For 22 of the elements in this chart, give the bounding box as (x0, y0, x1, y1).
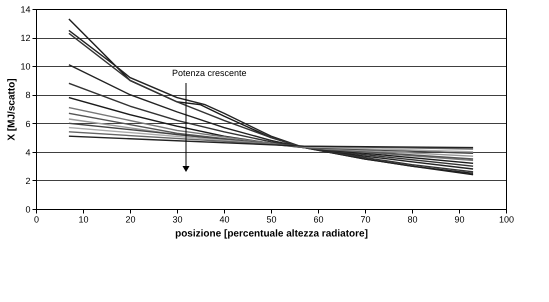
x-tick-label: 70 (360, 214, 371, 224)
y-tick-label: 6 (25, 118, 30, 129)
x-tick-label: 40 (219, 214, 230, 224)
x-tick-label: 0 (34, 214, 40, 224)
y-axis-title: X [MJ/scatto] (6, 78, 18, 141)
y-tick-label: 8 (25, 90, 30, 100)
x-tick-label: 90 (454, 214, 465, 224)
x-tick-label: 80 (407, 214, 418, 224)
y-tick-label: 0 (25, 204, 30, 214)
y-tick-label: 10 (20, 62, 30, 72)
annotation: Potenza crescente (172, 68, 247, 78)
y-tick-label: 14 (20, 4, 30, 14)
x-tick-label: 60 (313, 214, 324, 224)
y-tick-label: 12 (20, 33, 30, 44)
y-tick-label: 4 (25, 147, 30, 158)
x-tick-label: 10 (78, 214, 89, 224)
x-axis-title: posizione [percentuale altezza radiatore] (175, 228, 368, 240)
y-tick-label: 2 (25, 176, 30, 186)
x-tick-label: 50 (266, 214, 277, 224)
x-tick-label: 20 (125, 214, 136, 224)
x-tick-label: 30 (172, 214, 183, 224)
x-tick-label: 100 (498, 214, 514, 224)
